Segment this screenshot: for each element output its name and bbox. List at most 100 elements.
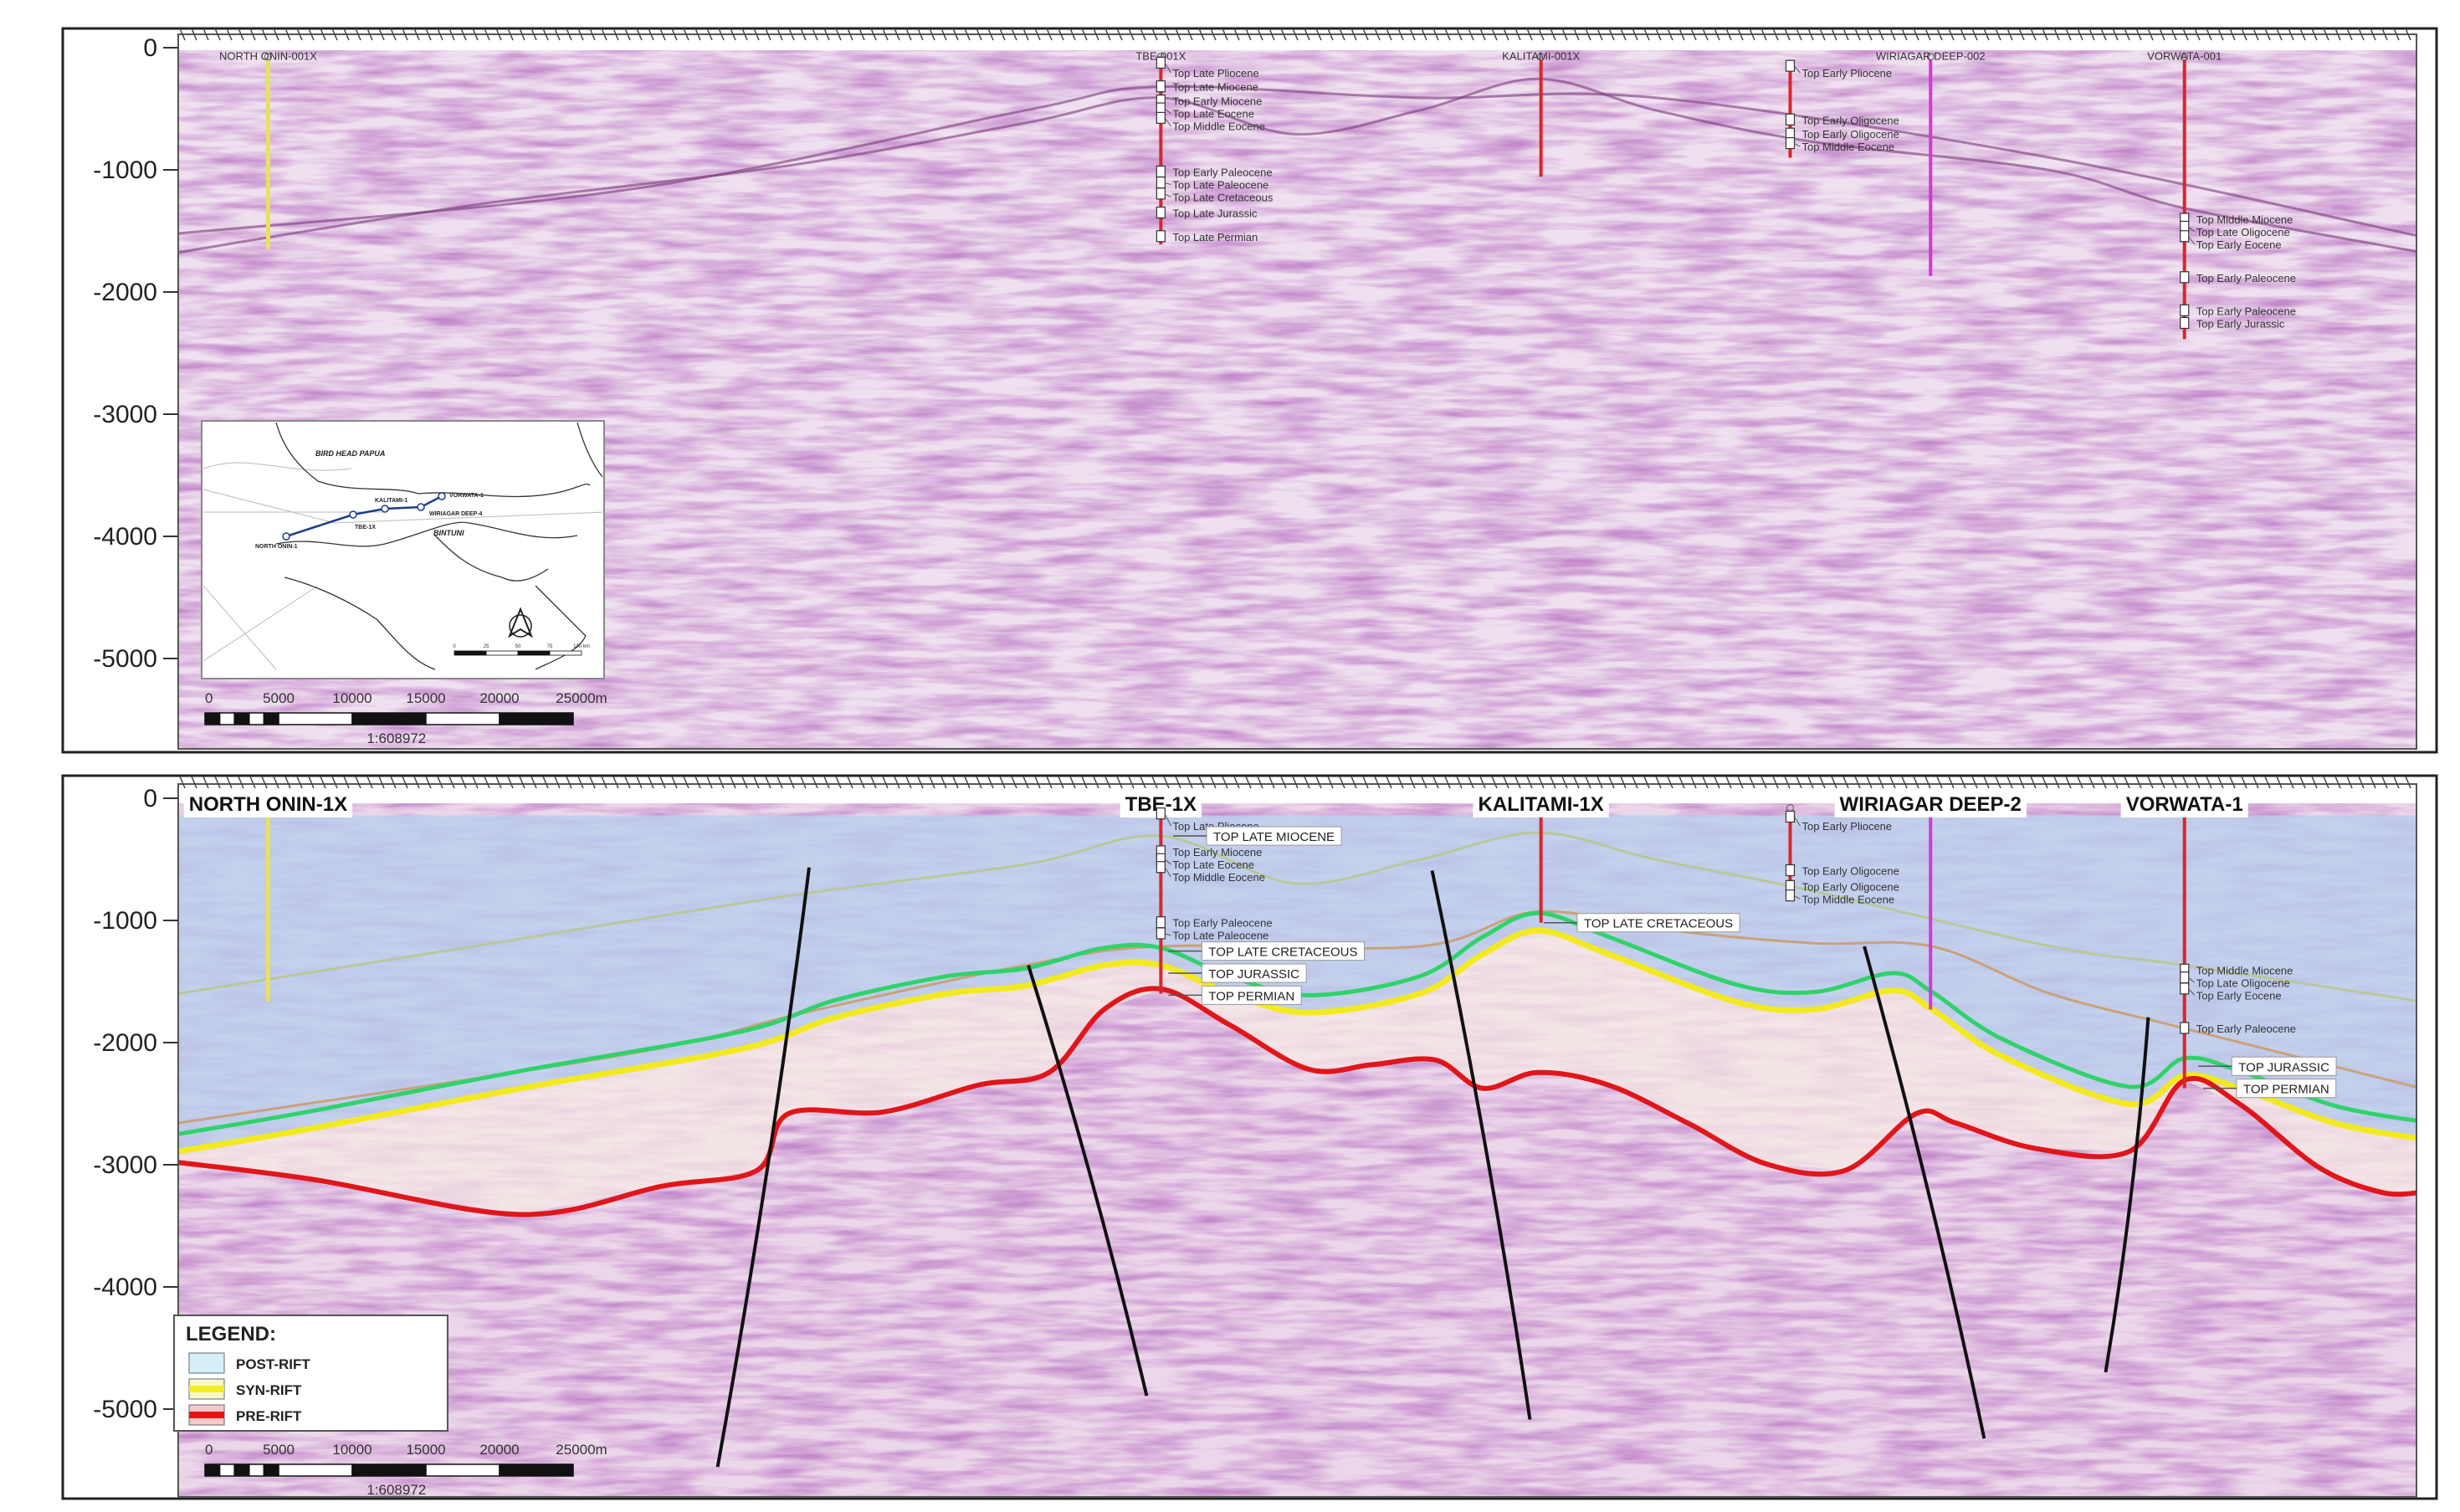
- shot-point-mark: [683, 28, 689, 41]
- shot-point-mark: [706, 776, 713, 789]
- shot-point-mark: [1456, 28, 1463, 41]
- map-well-icon: [417, 503, 425, 511]
- wells: NORTH ONIN-001X TBE-001X KALITAMI-001X WIRI…: [219, 50, 2222, 340]
- shot-point-mark: [2323, 28, 2329, 41]
- shot-point-mark: [1819, 28, 1826, 41]
- seismic-reflector: [178, 85, 2416, 238]
- well-name-background: [1834, 791, 2027, 818]
- interpretation-labels: TOP LATE MIOCENE TOP LATE CRETACEOUS TOP J…: [1168, 826, 2337, 1099]
- shot-point-mark: [519, 28, 525, 41]
- formation-top-label: Top Late Miocene: [1172, 81, 1258, 94]
- shot-point-mark: [284, 28, 291, 41]
- map-coastline: [535, 585, 587, 670]
- shot-point-mark: [460, 28, 467, 41]
- horizon-label: TOP LATE CRETACEOUS: [1584, 917, 1733, 931]
- shot-point-mark: [659, 28, 666, 41]
- shot-point-mark: [2241, 28, 2247, 41]
- shot-point-mark: [1468, 28, 1474, 41]
- shot-point-mark: [1995, 28, 2001, 41]
- shot-point-mark: [390, 28, 397, 41]
- shot-point-mark: [1796, 776, 1802, 789]
- shot-point-mark: [2264, 776, 2271, 789]
- shot-point-mark: [214, 776, 221, 789]
- shot-point-mark: [2358, 28, 2365, 41]
- shot-point-mark: [1854, 776, 1861, 789]
- shot-point-mark: [472, 28, 479, 41]
- shot-point-mark: [1327, 28, 1334, 41]
- well-symbol-icon: [1926, 53, 1935, 61]
- shot-point-mark: [249, 28, 256, 41]
- shot-point-mark: [273, 28, 279, 41]
- shot-point-mark: [882, 28, 889, 41]
- shot-point-mark: [1948, 776, 1955, 789]
- shot-point-mark: [1081, 28, 1088, 41]
- shot-point-mark: [964, 776, 971, 789]
- shot-point-mark: [940, 776, 947, 789]
- shot-point-mark: [1749, 776, 1755, 789]
- shot-point-mark: [1350, 776, 1357, 789]
- shot-point-mark: [425, 776, 432, 789]
- shot-point-mark: [2100, 28, 2107, 41]
- shot-point-mark: [1022, 776, 1029, 789]
- horizons: [178, 831, 2416, 1217]
- formation-top-leader: [1794, 817, 1801, 827]
- shot-point-mark: [1960, 776, 1966, 789]
- formation-top-marker: [1156, 56, 1166, 69]
- map-well-icon: [282, 532, 290, 541]
- shot-point-mark: [1678, 776, 1685, 789]
- shot-point-mark: [2018, 28, 2025, 41]
- shot-point-mark: [999, 776, 1006, 789]
- shot-point-mark: [2241, 776, 2247, 789]
- shot-point-mark: [894, 776, 900, 789]
- y-tick-label: -3000: [93, 1151, 157, 1179]
- formation-top-label: Top Early Eocene: [2196, 989, 2282, 1002]
- shot-point-mark: [2217, 28, 2224, 41]
- shot-point-mark: [343, 28, 350, 41]
- well-name: KALITAMI-001X: [1502, 50, 1580, 63]
- y-tick-label: 0: [143, 785, 157, 812]
- shot-point-mark: [495, 776, 502, 789]
- shot-point-mark: [1550, 28, 1556, 41]
- scale-bar-segment: [204, 1463, 221, 1477]
- shot-point-mark: [1983, 776, 1990, 789]
- formation-top-marker: [1156, 177, 1166, 189]
- shot-point-mark: [2288, 776, 2294, 789]
- map-well-label: NORTH ONIN-1: [255, 544, 298, 550]
- well-name: NORTH ONIN-1X: [189, 793, 347, 816]
- shot-point-mark: [2405, 776, 2411, 789]
- scale-bar-label: 15000: [406, 1442, 445, 1458]
- shot-point-mark: [1046, 28, 1053, 41]
- shot-point-mark: [1069, 776, 1076, 789]
- map-coastline: [275, 521, 578, 547]
- shot-point-mark: [2252, 776, 2259, 789]
- shot-point-mark: [1304, 28, 1310, 41]
- shot-point-mark: [1608, 776, 1615, 789]
- shot-point-mark: [2065, 28, 2072, 41]
- shot-point-mark: [448, 28, 455, 41]
- shot-point-mark: [976, 28, 982, 41]
- shot-point-mark: [1620, 28, 1627, 41]
- formation-top-leader: [1165, 182, 1171, 185]
- map-grid-line: [202, 585, 319, 662]
- scale-bar-label: 0: [205, 690, 213, 706]
- shot-point-mark: [1233, 28, 1240, 41]
- legend-swatch-line: [189, 1412, 224, 1418]
- shot-point-mark: [355, 28, 361, 41]
- shot-point-mark: [823, 776, 830, 789]
- shot-point-mark: [2276, 28, 2283, 41]
- shot-point-mark: [800, 28, 807, 41]
- shot-point-mark: [1714, 28, 1720, 41]
- shot-point-mark: [612, 28, 619, 41]
- y-tick-label: -5000: [93, 1396, 157, 1423]
- fault-line: [2104, 1017, 2150, 1373]
- shot-point-mark: [378, 776, 385, 789]
- shot-point-mark: [589, 776, 596, 789]
- shot-point-mark: [1503, 28, 1509, 41]
- shot-point-mark: [2053, 776, 2060, 789]
- formation-top-label: Top Early Paleocene: [2196, 1023, 2296, 1035]
- formation-top-label: Top Late Paleocene: [1172, 930, 1268, 942]
- shot-point-mark: [2393, 28, 2400, 41]
- shot-point-mark: [1901, 776, 1908, 789]
- shot-point-mark: [987, 776, 994, 789]
